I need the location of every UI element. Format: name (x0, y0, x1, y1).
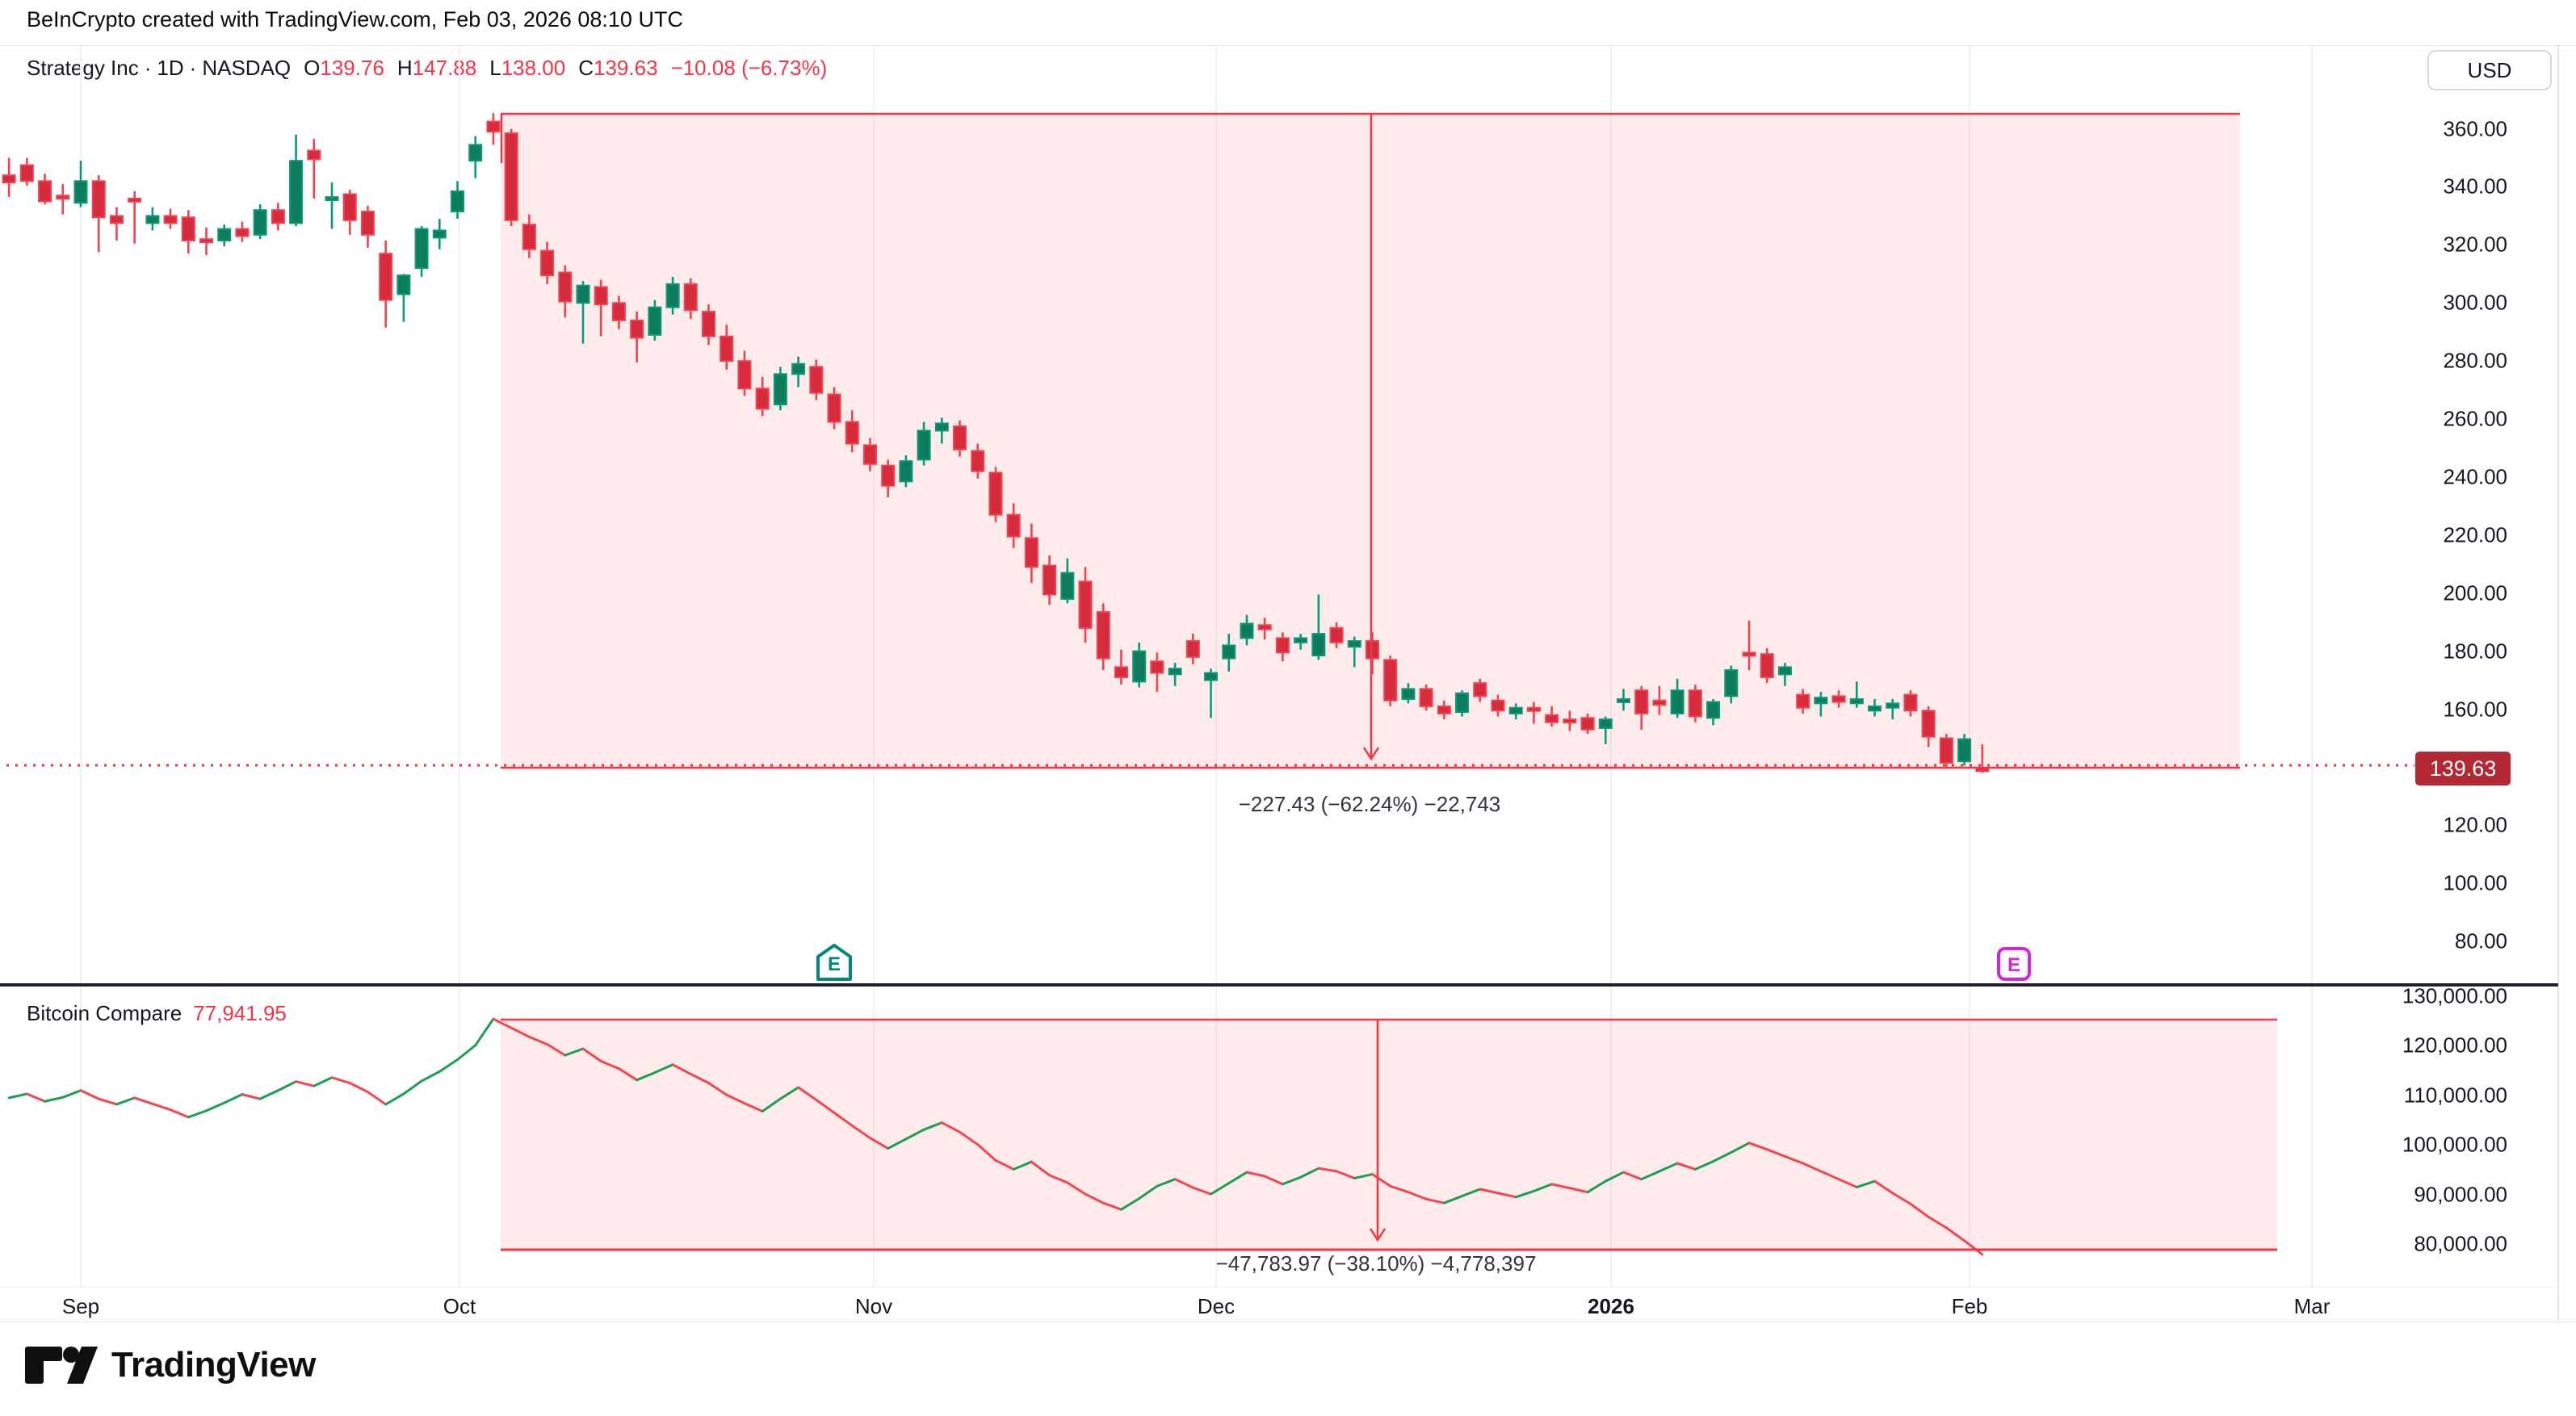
time-axis-label: Oct (443, 1294, 476, 1318)
svg-text:E: E (828, 953, 841, 975)
low-label: L (489, 56, 501, 80)
earnings-icon-projected[interactable]: E (1996, 946, 2032, 982)
axis-tick-label: 220.00 (2443, 522, 2507, 547)
axis-tick-label: 130,000.00 (2402, 983, 2507, 1008)
currency-button[interactable]: USD (2427, 50, 2552, 90)
axis-tick-label: 340.00 (2443, 174, 2507, 199)
time-axis-label: 2026 (1588, 1294, 1634, 1318)
symbol-legend[interactable]: Strategy Inc · 1D · NASDAQ O 139.76 H 14… (27, 56, 828, 80)
measure-label-price: −227.43 (−62.24%) −22,743 (1238, 792, 1501, 816)
tradingview-mark-icon (25, 1347, 98, 1384)
open-value: 139.76 (320, 56, 384, 80)
axis-tick-label: 180.00 (2443, 639, 2507, 664)
pane-separator[interactable] (0, 983, 2558, 987)
axis-tick-label: 120.00 (2443, 812, 2507, 837)
axis-tick-label: 80,000.00 (2414, 1231, 2507, 1256)
indicator-legend[interactable]: Bitcoin Compare 77,941.95 (27, 1001, 287, 1026)
indicator-title: Bitcoin Compare (27, 1001, 183, 1025)
change-value: −10.08 (−6.73%) (670, 56, 828, 80)
axis-tick-label: 90,000.00 (2414, 1182, 2507, 1207)
tradingview-logo[interactable]: TradingView (23, 1345, 316, 1385)
axis-tick-label: 110,000.00 (2403, 1083, 2507, 1108)
axis-tick-label: 280.00 (2443, 348, 2507, 373)
last-price-badge: 139.63 (2415, 752, 2511, 786)
symbol-name: Strategy Inc (27, 56, 139, 80)
axis-tick-label: 100,000.00 (2402, 1132, 2507, 1157)
axis-tick-label: 80.00 (2454, 928, 2507, 953)
time-axis-label: Dec (1197, 1294, 1236, 1318)
earnings-icon-confirmed[interactable]: E (816, 943, 853, 982)
time-axis-label: Sep (61, 1294, 100, 1318)
time-axis-label: Mar (2293, 1294, 2331, 1318)
interval: 1D (157, 56, 184, 80)
exchange: NASDAQ (202, 56, 292, 80)
time-axis-divider (0, 1287, 2558, 1288)
axis-tick-label: 240.00 (2443, 464, 2507, 489)
attribution-text: BeInCrypto created with TradingView.com,… (27, 7, 683, 31)
high-value: 147.88 (412, 56, 477, 80)
axis-tick-label: 120,000.00 (2402, 1033, 2507, 1058)
axis-tick-label: 260.00 (2443, 406, 2507, 431)
open-label: O (304, 56, 321, 80)
indicator-value: 77,941.95 (193, 1001, 287, 1025)
axis-tick-label: 320.00 (2443, 232, 2507, 257)
axis-tick-label: 360.00 (2443, 116, 2507, 141)
axis-tick-label: 200.00 (2443, 580, 2507, 605)
time-axis-label: Nov (854, 1294, 893, 1318)
high-label: H (396, 56, 413, 80)
tradingview-wordmark: TradingView (111, 1345, 316, 1385)
low-value: 138.00 (501, 56, 566, 80)
axis-tick-label: 100.00 (2443, 870, 2507, 895)
header-divider (0, 45, 2576, 46)
axis-tick-label: 300.00 (2443, 290, 2507, 315)
close-value: 139.63 (594, 56, 658, 80)
time-axis-label: Feb (1951, 1294, 1988, 1318)
svg-text:E: E (2008, 954, 2020, 976)
measure-label-btc: −47,783.97 (−38.10%) −4,778,397 (1215, 1251, 1537, 1276)
axis-tick-label: 160.00 (2443, 697, 2507, 721)
close-label: C (578, 56, 594, 80)
